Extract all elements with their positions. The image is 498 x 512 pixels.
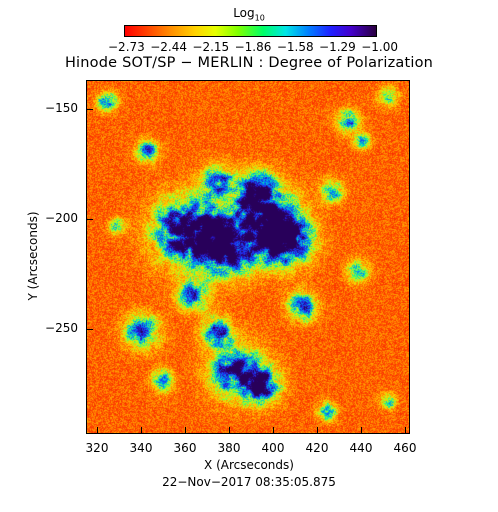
y-tick-mark	[87, 109, 93, 110]
x-tick-mark	[97, 427, 98, 433]
y-tick-label: −200	[45, 211, 78, 225]
colorbar-tick: −1.86	[234, 40, 272, 54]
x-tick-label: 460	[393, 441, 417, 455]
polarization-map-image	[87, 81, 409, 433]
colorbar-ticks: −2.73 −2.44 −2.15 −1.86 −1.58 −1.29 −1.0…	[108, 40, 398, 54]
colorbar-tick: −2.15	[192, 40, 230, 54]
y-tick-mark	[87, 329, 93, 330]
colorbar	[124, 25, 377, 37]
colorbar-tick: −1.29	[319, 40, 356, 54]
colorbar-label-subscript: 10	[254, 13, 265, 23]
x-tick-mark	[405, 427, 406, 433]
x-tick-mark	[273, 427, 274, 433]
colorbar-tick: −1.00	[361, 40, 398, 54]
x-axis-label: X (Arcseconds)	[204, 458, 294, 472]
colorbar-tick: −2.44	[150, 40, 187, 54]
x-tick-mark	[141, 427, 142, 433]
observation-timestamp: 22−Nov−2017 08:35:05.875	[162, 475, 336, 489]
x-tick-label: 400	[261, 441, 285, 455]
x-tick-label: 340	[129, 441, 153, 455]
x-tick-mark	[361, 427, 362, 433]
colorbar-label-text: Log	[233, 6, 255, 20]
x-tick-label: 320	[85, 441, 109, 455]
colorbar-tick: −1.58	[276, 40, 314, 54]
x-tick-label: 440	[349, 441, 373, 455]
x-tick-label: 360	[173, 441, 197, 455]
x-tick-mark	[317, 427, 318, 433]
x-tick-label: 420	[305, 441, 329, 455]
x-tick-mark	[185, 427, 186, 433]
colorbar-label: Log10	[0, 6, 498, 22]
y-tick-mark	[87, 219, 93, 220]
y-tick-label: −150	[45, 101, 78, 115]
colorbar-tick: −2.73	[108, 40, 145, 54]
x-tick-mark	[229, 427, 230, 433]
y-axis-label: Y (Arcseconds)	[26, 211, 40, 301]
y-tick-label: −250	[45, 321, 78, 335]
plot-title: Hinode SOT/SP − MERLIN : Degree of Polar…	[64, 55, 434, 71]
x-tick-label: 380	[217, 441, 241, 455]
polarization-map	[86, 80, 410, 434]
